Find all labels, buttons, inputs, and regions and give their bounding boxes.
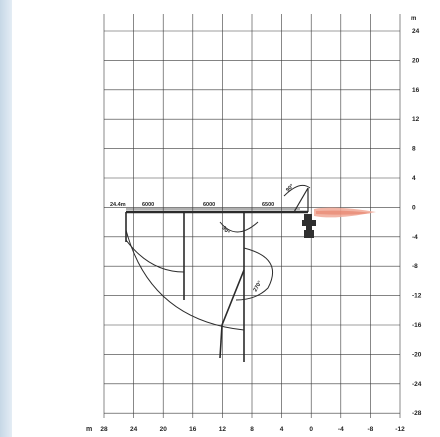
diag-arm (221, 269, 245, 326)
y-tick-label: 4 (412, 175, 416, 182)
x-tick-label: -8 (368, 426, 374, 433)
y-tick-label: 8 (412, 146, 416, 153)
x-tick-label: -4 (338, 426, 344, 433)
y-tick-label: -4 (412, 234, 418, 241)
y-tick-label: -20 (412, 351, 422, 358)
y-tick-label: -8 (412, 263, 418, 270)
y-tick-label: -12 (412, 293, 422, 300)
x-tick-label: 20 (160, 426, 168, 433)
water-jet-icon (314, 207, 376, 218)
y-tick-label: 16 (412, 87, 420, 94)
section-2-label: 6000 (203, 202, 215, 208)
angle-mid-label: 90° (220, 225, 230, 235)
x-tick-label: 28 (100, 426, 108, 433)
section-3-label: 6500 (262, 202, 274, 208)
section-1-label: 6000 (142, 202, 154, 208)
y-tick-label: 24 (412, 28, 420, 35)
x-axis-unit: m (86, 426, 92, 433)
x-tick-label: 0 (309, 426, 313, 433)
annotations: 24.4m 6000 6000 6500 90° 90° 270° (110, 183, 295, 293)
diag-arm-lower (219, 324, 223, 359)
swing-arc-outer (125, 229, 245, 331)
y-tick-label: 20 (412, 57, 420, 64)
x-axis-labels: m 28 24 20 16 12 8 4 0 -4 -8 -12 (86, 426, 405, 433)
y-tick-label: -24 (412, 381, 422, 388)
y-axis-labels: m 24 20 16 12 8 4 0 -4 -8 -12 -16 -20 -24 -28 (411, 16, 422, 417)
left-gradient-band (0, 0, 12, 437)
y-tick-label: -16 (412, 322, 422, 329)
tip-arc-upper (283, 184, 311, 197)
swing-arc-lower (235, 247, 273, 301)
x-tick-label: 24 (130, 426, 138, 433)
boom-length-label: 24.4m (110, 202, 126, 208)
angle-lower-label: 270° (253, 280, 264, 293)
y-tick-label: 12 (412, 116, 420, 123)
x-tick-label: 4 (280, 426, 284, 433)
crane-hook-icon (302, 214, 316, 238)
y-tick-label: 0 (412, 204, 416, 211)
swing-arc-mid (219, 221, 259, 233)
angle-top-label: 90° (285, 183, 295, 193)
x-tick-label: 16 (189, 426, 197, 433)
x-tick-label: 12 (219, 426, 227, 433)
x-tick-label: 8 (250, 426, 254, 433)
grid (103, 14, 401, 418)
y-tick-label: -28 (412, 410, 422, 417)
tip-strut (293, 187, 309, 213)
y-axis-unit: m (411, 16, 416, 22)
x-tick-label: -12 (395, 426, 405, 433)
boom-structure (125, 184, 311, 362)
